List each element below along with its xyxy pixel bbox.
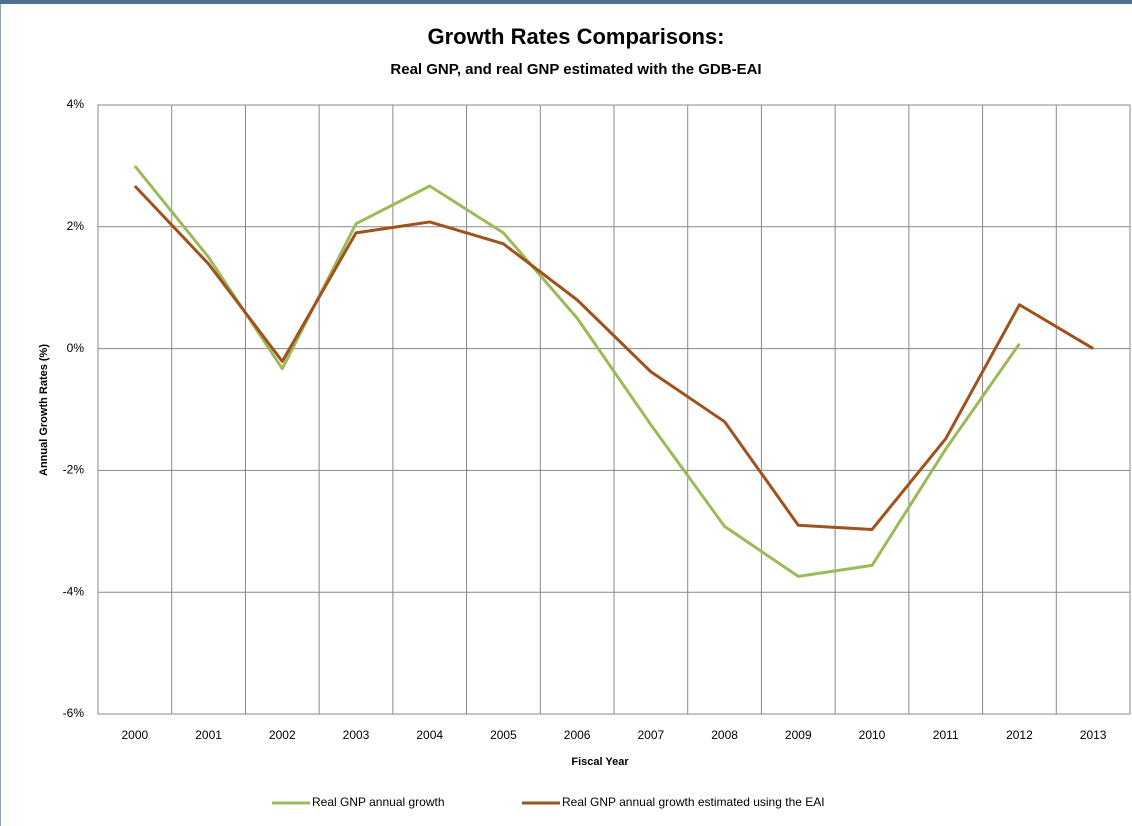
y-tick-label: -4% bbox=[63, 584, 85, 598]
series-line bbox=[133, 184, 1094, 531]
x-axis-title: Fiscal Year bbox=[571, 756, 629, 768]
legend-label: Real GNP annual growth bbox=[312, 795, 445, 809]
y-tick-label: -6% bbox=[63, 706, 85, 720]
x-tick-label: 2004 bbox=[416, 728, 443, 742]
x-tick-label: 2001 bbox=[195, 728, 222, 742]
window-edge bbox=[0, 4, 1, 826]
y-tick-label: 0% bbox=[67, 341, 85, 355]
x-tick-label: 2010 bbox=[859, 728, 886, 742]
x-tick-label: 2011 bbox=[933, 728, 959, 742]
x-tick-label: 2003 bbox=[343, 728, 370, 742]
chart-title: Growth Rates Comparisons: bbox=[427, 24, 724, 49]
series-line bbox=[133, 164, 1021, 578]
x-tick-label: 2009 bbox=[785, 728, 812, 742]
y-axis-title: Annual Growth Rates (%) bbox=[38, 344, 50, 476]
legend-label: Real GNP annual growth estimated using t… bbox=[562, 795, 825, 809]
x-tick-label: 2013 bbox=[1080, 728, 1107, 742]
x-tick-label: 2012 bbox=[1006, 728, 1033, 742]
x-tick-label: 2002 bbox=[269, 728, 296, 742]
x-tick-label: 2000 bbox=[122, 728, 149, 742]
x-tick-label: 2008 bbox=[711, 728, 738, 742]
x-tick-label: 2007 bbox=[638, 728, 665, 742]
y-tick-label: 2% bbox=[67, 219, 85, 233]
x-tick-label: 2006 bbox=[564, 728, 591, 742]
chart-subtitle: Real GNP, and real GNP estimated with th… bbox=[390, 61, 761, 78]
x-tick-label: 2005 bbox=[490, 728, 517, 742]
y-tick-label: 4% bbox=[67, 97, 85, 111]
window-border bbox=[0, 0, 1132, 4]
y-tick-label: -2% bbox=[63, 463, 85, 477]
